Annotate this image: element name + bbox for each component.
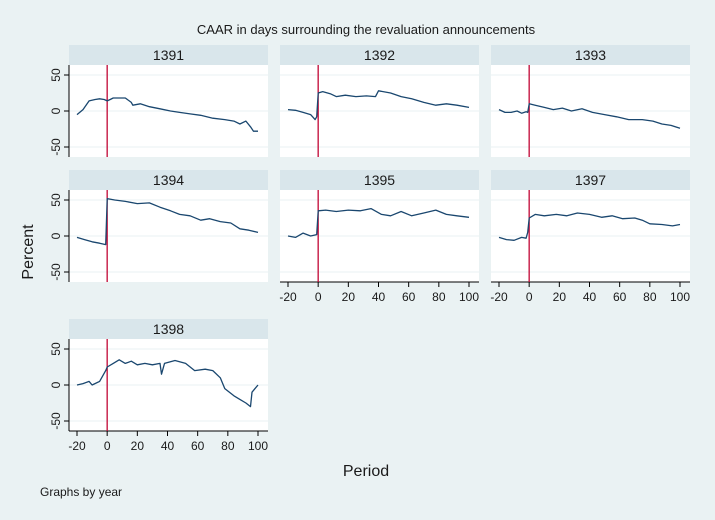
x-tick-label: 100 <box>459 290 479 304</box>
y-tick-label: -50 <box>49 412 63 430</box>
panel-1398: 1398 -50 0 50 -20 0 20 40 60 80 100 <box>49 319 268 453</box>
y-tick-label: 50 <box>49 68 63 82</box>
caar-series-line <box>76 197 259 246</box>
panel-title: 1392 <box>364 47 395 63</box>
x-tick-label: 0 <box>104 439 111 453</box>
x-tick-label: -20 <box>279 290 297 304</box>
x-tick-label: 0 <box>315 290 322 304</box>
y-tick-label: 50 <box>49 193 63 207</box>
panel-1393: 1393 <box>491 45 690 157</box>
y-tick-label: -50 <box>49 263 63 281</box>
panel-header <box>491 170 690 190</box>
caar-series-line <box>76 359 259 408</box>
panel-title: 1391 <box>153 47 184 63</box>
x-tick-label: 60 <box>613 290 627 304</box>
panel-title: 1393 <box>575 47 606 63</box>
x-tick-label: 20 <box>131 439 145 453</box>
x-tick-label: 40 <box>372 290 386 304</box>
panel-1395: 1395 -20 0 20 40 60 80 100 <box>279 170 479 304</box>
panel-1391: 1391 -50 0 50 <box>49 45 268 157</box>
y-tick-label: 50 <box>49 342 63 356</box>
x-tick-label: 20 <box>553 290 567 304</box>
caar-series-line <box>287 207 470 239</box>
panel-1394: 1394 -50 0 50 <box>49 170 268 282</box>
y-tick-label: -50 <box>49 138 63 156</box>
graphs-by-note: Graphs by year <box>40 485 122 499</box>
x-tick-label: 40 <box>161 439 175 453</box>
caar-series-line <box>76 97 258 132</box>
chart-title: CAAR in days surrounding the revaluation… <box>197 22 536 37</box>
panel-1392: 1392 <box>280 45 479 157</box>
x-tick-label: 20 <box>342 290 356 304</box>
x-tick-label: 80 <box>643 290 657 304</box>
y-tick-label: 0 <box>49 381 63 388</box>
x-tick-label: 60 <box>402 290 416 304</box>
panel-header <box>69 45 268 65</box>
panel-title: 1395 <box>364 172 395 188</box>
x-axis-label: Period <box>343 463 389 480</box>
caar-series-line <box>287 90 470 121</box>
x-tick-label: 0 <box>526 290 533 304</box>
x-tick-label: 80 <box>432 290 446 304</box>
panel-title: 1394 <box>153 172 184 188</box>
panel-title: 1398 <box>153 321 184 337</box>
panel-header <box>280 170 479 190</box>
y-tick-label: 0 <box>49 107 63 114</box>
x-tick-label: 40 <box>583 290 597 304</box>
y-tick-label: 0 <box>49 232 63 239</box>
caar-series-line <box>498 103 681 129</box>
panel-title: 1397 <box>575 172 606 188</box>
x-tick-label: -20 <box>68 439 86 453</box>
panel-header <box>280 45 479 65</box>
x-tick-label: 80 <box>221 439 235 453</box>
panel-header <box>69 170 268 190</box>
y-axis-label: Percent <box>20 224 37 280</box>
panel-1397: 1397 -20 0 20 40 60 80 100 <box>490 170 690 304</box>
panels-group: 1391 -50 0 50 1392 1393 1394 -50 0 50 1395 -20 0 20 40… <box>49 45 690 453</box>
x-tick-label: 100 <box>248 439 268 453</box>
x-tick-label: -20 <box>490 290 508 304</box>
panel-header <box>69 319 268 339</box>
x-tick-label: 100 <box>670 290 690 304</box>
caar-series-line <box>498 212 681 241</box>
panel-header <box>491 45 690 65</box>
x-tick-label: 60 <box>191 439 205 453</box>
